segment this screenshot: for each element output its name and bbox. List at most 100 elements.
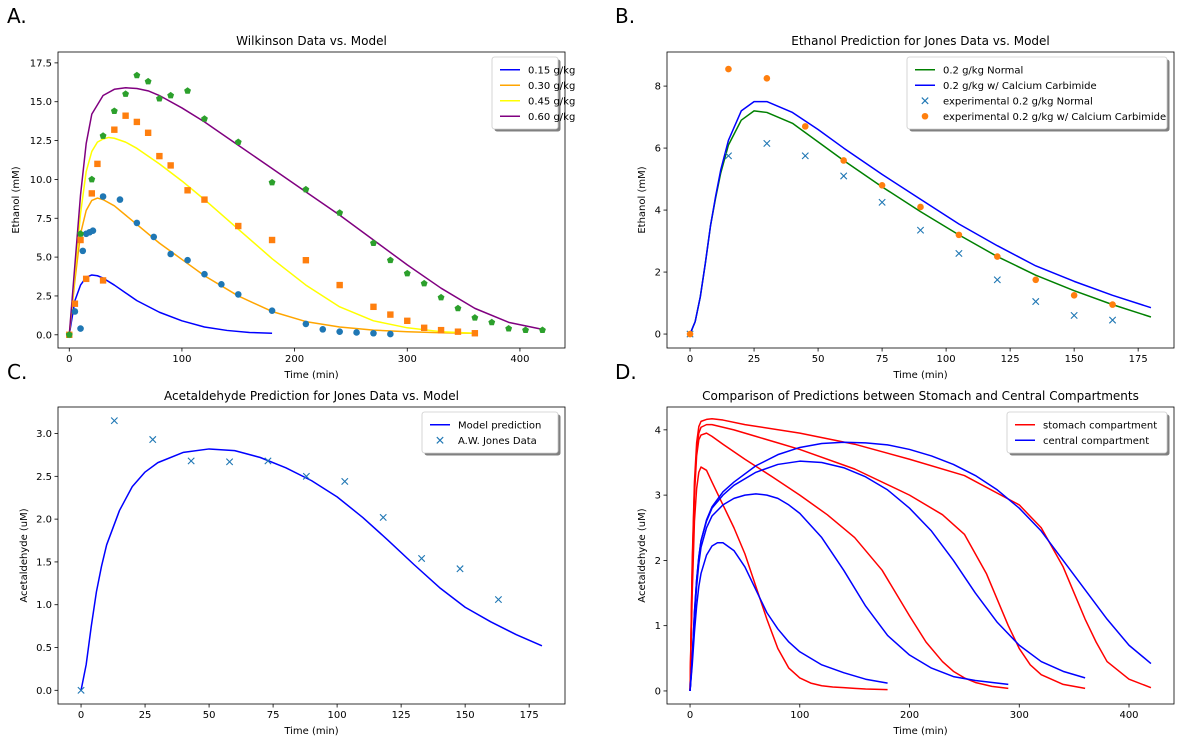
data-point xyxy=(454,304,462,312)
x-tick-label: 200 xyxy=(285,354,304,365)
series-line xyxy=(689,542,888,692)
x-tick-label: 400 xyxy=(1119,710,1138,721)
legend: 0.15 g/kg 0.30 g/kg 0.45 g/kg 0.60 g/kg xyxy=(491,56,575,132)
data-point xyxy=(268,178,276,186)
y-axis-label: Acetaldehyde (uM) xyxy=(637,508,648,602)
data-point xyxy=(1032,297,1040,306)
y-tick-label: 7.5 xyxy=(36,214,52,225)
legend-box xyxy=(1006,411,1168,454)
legend-label: 0.2 g/kg Normal xyxy=(943,65,1023,76)
x-tick-label: 175 xyxy=(520,710,539,721)
axes-frame xyxy=(666,406,1175,705)
data-point xyxy=(94,160,101,168)
series-line xyxy=(689,493,1009,692)
data-point xyxy=(955,231,963,239)
series-line xyxy=(80,448,543,691)
x-tick-label: 0 xyxy=(78,710,84,721)
data-point xyxy=(201,196,208,203)
data-point xyxy=(302,320,310,328)
data-point xyxy=(505,324,513,332)
legend-box xyxy=(906,56,1168,130)
data-point xyxy=(404,317,411,325)
data-point xyxy=(116,196,124,203)
chart-c-title: Acetaldehyde Prediction for Jones Data v… xyxy=(164,389,459,403)
x-tick-label: 0 xyxy=(687,354,693,365)
panel-c-letter: C. xyxy=(7,360,27,384)
data-point xyxy=(234,291,242,298)
x-tick-label: 100 xyxy=(328,710,347,721)
plot-area xyxy=(686,65,1152,338)
data-point xyxy=(801,123,809,130)
legend-label: experimental 0.2 g/kg w/ Calcium Carbimi… xyxy=(943,112,1166,123)
data-point xyxy=(234,138,242,146)
data-point xyxy=(201,270,208,278)
y-axis-label: Acetaldehyde (uM) xyxy=(19,508,30,602)
y-tick-label: 4 xyxy=(655,425,661,436)
legend-label: experimental 0.2 g/kg Normal xyxy=(943,96,1093,107)
data-point xyxy=(111,126,118,133)
y-tick-label: 2 xyxy=(655,268,661,279)
x-tick-label: 75 xyxy=(267,710,280,721)
legend: 0.2 g/kg Normal 0.2 g/kg w/ Calcium Carbi… xyxy=(906,56,1170,132)
data-point xyxy=(268,307,276,315)
y-tick-label: 0 xyxy=(655,330,661,341)
data-point xyxy=(336,209,344,216)
data-point xyxy=(686,330,694,338)
data-point xyxy=(353,329,360,336)
data-point xyxy=(437,326,445,334)
data-point xyxy=(763,75,771,82)
data-point xyxy=(167,91,175,99)
data-point xyxy=(878,198,886,206)
panel-d-letter: D. xyxy=(615,360,637,384)
data-point xyxy=(218,280,225,288)
y-tick-label: 3 xyxy=(655,491,661,502)
y-tick-label: 15.0 xyxy=(30,97,52,108)
y-tick-label: 1 xyxy=(655,621,661,632)
panel-d: D. Comparison of Predictions between Sto… xyxy=(615,360,1175,737)
data-point xyxy=(264,457,272,465)
data-point xyxy=(77,236,84,244)
legend-label: 0.60 g/kg xyxy=(528,112,575,123)
y-tick-label: 0.0 xyxy=(36,330,52,341)
series-line xyxy=(689,100,1152,335)
legend-swatch xyxy=(921,112,929,120)
x-axis-label: Time (min) xyxy=(892,726,947,737)
data-point xyxy=(370,239,377,247)
data-point xyxy=(144,129,152,136)
data-point xyxy=(1108,316,1117,324)
data-point xyxy=(88,175,96,183)
x-tick-label: 175 xyxy=(1129,354,1148,365)
chart-b: Ethanol Prediction for Jones Data vs. Mo… xyxy=(637,34,1175,381)
data-point xyxy=(418,554,426,563)
data-point xyxy=(454,328,462,335)
data-point xyxy=(801,152,809,160)
x-tick-label: 100 xyxy=(790,710,809,721)
series-line xyxy=(689,423,1086,691)
data-point xyxy=(488,318,496,326)
data-point xyxy=(539,326,546,334)
data-point xyxy=(89,227,97,234)
legend-label: central compartment xyxy=(1043,436,1149,447)
data-point xyxy=(133,118,141,126)
data-point xyxy=(1070,311,1078,320)
legend-label: Model prediction xyxy=(458,420,541,431)
y-tick-label: 1.5 xyxy=(36,557,52,568)
x-tick-label: 125 xyxy=(1001,354,1020,365)
legend-label: 0.45 g/kg xyxy=(528,96,575,107)
y-tick-label: 5.0 xyxy=(36,253,52,264)
x-tick-label: 200 xyxy=(900,710,919,721)
x-tick-label: 125 xyxy=(392,710,411,721)
chart-a: Wilkinson Data vs. Model 0 100 200 300 400 0.0… xyxy=(11,34,575,381)
data-point xyxy=(77,325,84,332)
y-tick-label: 3.0 xyxy=(36,429,52,440)
data-point xyxy=(79,247,87,255)
data-point xyxy=(184,256,191,264)
data-point xyxy=(110,417,118,425)
series-line xyxy=(68,274,273,335)
axes-frame xyxy=(666,51,1175,349)
data-point xyxy=(167,250,174,258)
legend: Model prediction A.W. Jones Data xyxy=(421,411,561,456)
data-point xyxy=(994,253,1001,260)
data-point xyxy=(133,71,141,79)
